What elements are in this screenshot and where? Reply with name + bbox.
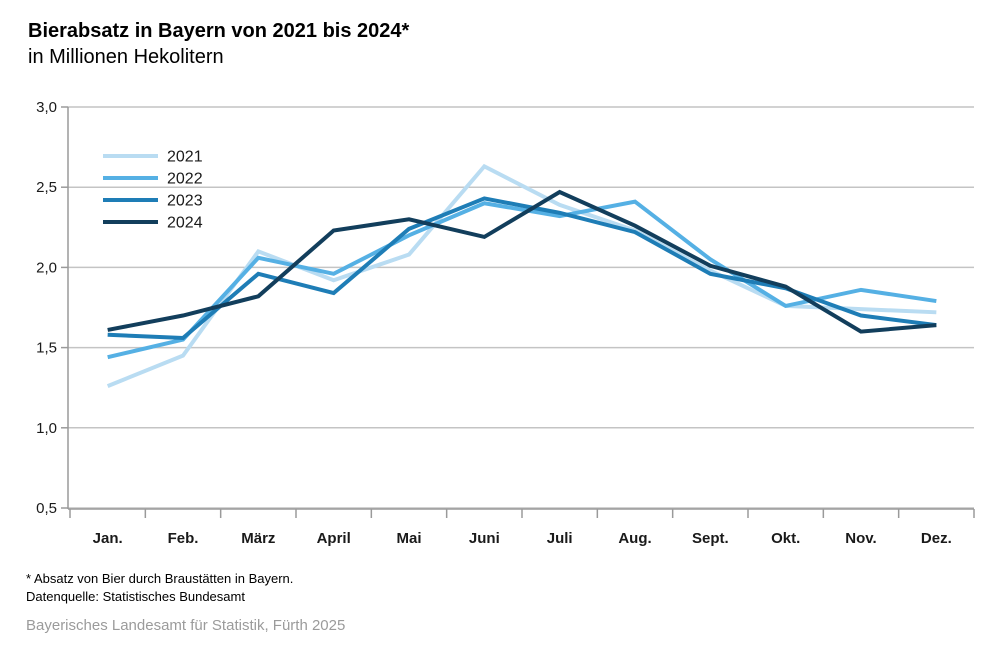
x-category-label: Feb.	[168, 530, 199, 547]
legend-label-2021: 2021	[167, 149, 203, 166]
y-tick-label: 1,5	[36, 340, 57, 357]
y-tick-label: 1,0	[36, 420, 57, 437]
legend-label-2023: 2023	[167, 193, 203, 210]
footnote-asterisk: * Absatz von Bier durch Braustätten in B…	[26, 571, 294, 586]
footnotes: * Absatz von Bier durch Braustätten in B…	[26, 570, 293, 606]
x-category-label: Mai	[396, 530, 421, 547]
line-series-2022	[107, 199, 937, 360]
x-category-label: Aug.	[618, 530, 651, 547]
x-category-label: Sept.	[692, 530, 729, 547]
y-tick-label: 3,0	[36, 99, 57, 116]
title-block: Bierabsatz in Bayern von 2021 bis 2024* …	[28, 18, 409, 70]
line-series-2023	[107, 196, 937, 341]
line-series-2021	[106, 163, 937, 388]
y-tick-label: 0,5	[36, 500, 57, 517]
footnote-datasource: Datenquelle: Statistisches Bundesamt	[26, 589, 245, 604]
line-series-2024	[107, 189, 937, 334]
x-category-label: März	[241, 530, 275, 547]
chart-subtitle: in Millionen Hekolitern	[28, 46, 224, 68]
legend-label-2022: 2022	[167, 171, 203, 188]
chart-title: Bierabsatz in Bayern von 2021 bis 2024*	[28, 20, 410, 42]
legend-label-2024: 2024	[167, 215, 203, 232]
x-category-label: Okt.	[771, 530, 800, 547]
x-category-label: Dez.	[921, 530, 952, 547]
x-category-label: Nov.	[845, 530, 876, 547]
x-category-label: Jan.	[93, 530, 123, 547]
x-category-label: April	[317, 530, 351, 547]
x-category-label: Juli	[547, 530, 573, 547]
x-category-label: Juni	[469, 530, 500, 547]
y-tick-label: 2,5	[36, 179, 57, 196]
y-tick-label: 2,0	[36, 259, 57, 276]
publisher-line: Bayerisches Landesamt für Statistik, Für…	[26, 617, 346, 634]
